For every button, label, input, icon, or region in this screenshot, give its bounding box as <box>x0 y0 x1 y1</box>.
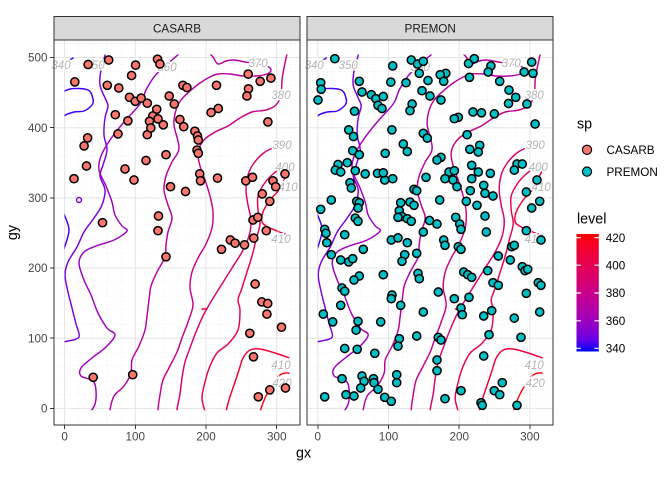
svg-text:400: 400 <box>275 162 295 174</box>
svg-text:300: 300 <box>520 431 540 444</box>
svg-text:100: 100 <box>379 431 399 444</box>
svg-text:PREMON: PREMON <box>405 22 456 35</box>
svg-text:410: 410 <box>271 360 291 372</box>
svg-text:300: 300 <box>267 431 287 444</box>
svg-text:200: 200 <box>196 431 216 444</box>
svg-text:500: 500 <box>28 52 48 65</box>
svg-text:200: 200 <box>449 431 469 444</box>
svg-text:CASARB: CASARB <box>607 144 655 157</box>
svg-text:420: 420 <box>606 232 626 245</box>
svg-text:340: 340 <box>606 343 626 356</box>
svg-text:400: 400 <box>606 259 626 272</box>
svg-text:410: 410 <box>278 182 298 194</box>
svg-text:100: 100 <box>28 332 48 345</box>
svg-text:PREMON: PREMON <box>607 166 658 179</box>
svg-text:420: 420 <box>526 378 546 390</box>
svg-text:300: 300 <box>28 192 48 205</box>
svg-text:level: level <box>577 212 606 228</box>
svg-text:CASARB: CASARB <box>153 22 201 35</box>
svg-text:390: 390 <box>526 140 546 152</box>
svg-text:370: 370 <box>502 58 522 70</box>
svg-text:400: 400 <box>529 162 549 174</box>
svg-text:410: 410 <box>271 234 291 246</box>
svg-text:gy: gy <box>5 224 21 240</box>
svg-text:350: 350 <box>339 60 359 72</box>
svg-text:sp: sp <box>577 117 592 133</box>
svg-text:0: 0 <box>41 403 48 416</box>
svg-text:340: 340 <box>305 60 325 72</box>
svg-text:410: 410 <box>525 360 545 372</box>
svg-text:400: 400 <box>28 122 48 135</box>
svg-text:370: 370 <box>248 58 268 70</box>
svg-text:100: 100 <box>126 431 146 444</box>
svg-text:340: 340 <box>51 60 71 72</box>
svg-text:gx: gx <box>296 446 311 462</box>
svg-text:380: 380 <box>606 287 626 300</box>
svg-text:380: 380 <box>271 90 291 102</box>
svg-text:360: 360 <box>606 315 626 328</box>
svg-text:0: 0 <box>61 431 68 444</box>
svg-text:0: 0 <box>315 431 322 444</box>
svg-text:200: 200 <box>28 262 48 275</box>
svg-text:390: 390 <box>272 140 292 152</box>
